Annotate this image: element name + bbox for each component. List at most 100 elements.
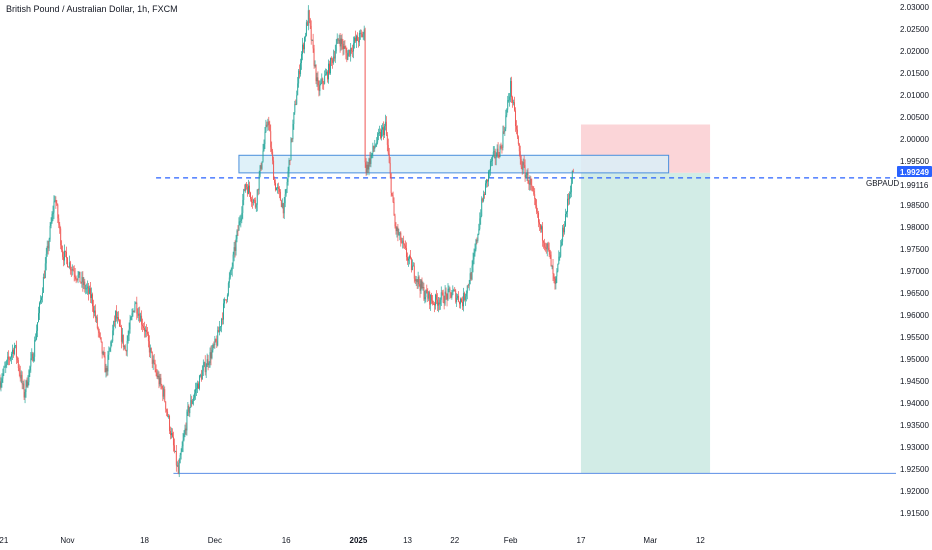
candle-body — [15, 345, 17, 358]
chart-title: British Pound / Australian Dollar, 1h, F… — [6, 4, 178, 14]
candle-body — [383, 126, 385, 136]
candle-body — [66, 251, 67, 258]
candle-body — [113, 321, 115, 331]
candle-body — [75, 277, 77, 279]
candle-body — [308, 10, 310, 19]
candle-body — [287, 171, 289, 183]
candle-body — [44, 263, 46, 278]
candle-body — [527, 172, 529, 184]
candle-body — [248, 185, 250, 194]
take-profit-zone[interactable] — [580, 172, 711, 474]
candle-body — [295, 103, 297, 105]
y-tick-label: 1.93000 — [900, 443, 929, 452]
candle-body — [211, 350, 213, 359]
candle-body — [30, 358, 32, 367]
candle-body — [257, 189, 259, 191]
candle-body — [114, 321, 116, 322]
candle-body — [233, 247, 235, 255]
candle-body — [254, 200, 256, 208]
candle-body — [213, 344, 215, 346]
candle-body — [196, 388, 197, 390]
candle-body — [102, 351, 104, 354]
candle-body — [116, 310, 118, 319]
candle-body — [130, 317, 132, 320]
candle-body — [432, 300, 434, 304]
candle-body — [540, 224, 541, 230]
candle-body — [251, 198, 252, 203]
y-tick-label: 2.02000 — [900, 47, 929, 56]
y-tick-label: 1.96000 — [900, 311, 929, 320]
candle-body — [471, 265, 473, 280]
candle-body — [356, 35, 358, 41]
candle-body — [510, 81, 512, 97]
candle-body — [476, 239, 478, 241]
candle-body — [127, 335, 129, 341]
candle-body — [101, 341, 103, 354]
candle-body — [466, 285, 468, 294]
candle-body — [479, 218, 481, 229]
candle-body — [273, 160, 275, 180]
candle-body — [517, 136, 519, 144]
candle-body — [394, 215, 396, 227]
candle-body — [190, 400, 192, 408]
candle-body — [170, 430, 171, 436]
candle-body — [227, 283, 229, 295]
candle-body — [430, 294, 432, 305]
candle-body — [167, 411, 169, 417]
resistance-zone[interactable] — [238, 154, 670, 174]
candle-body — [145, 329, 147, 332]
candle-body — [271, 147, 273, 152]
candle-body — [518, 143, 520, 152]
candle-body — [552, 265, 554, 275]
candle-body — [268, 121, 270, 125]
candle-body — [460, 298, 461, 305]
candle-body — [117, 317, 118, 319]
candle-body — [335, 43, 337, 52]
candle-body — [189, 407, 191, 414]
candle-body — [159, 377, 161, 385]
candle-body — [70, 269, 72, 271]
candle-body — [304, 35, 306, 38]
candle-body — [89, 288, 91, 294]
candle-body — [208, 363, 210, 365]
candle-body — [536, 205, 538, 212]
candle-body — [85, 288, 87, 290]
candle-body — [229, 270, 231, 278]
candle-body — [526, 172, 528, 175]
candle-body — [138, 313, 140, 316]
candle-body — [489, 161, 491, 171]
candle-body — [399, 232, 401, 235]
candle-body — [529, 178, 531, 185]
candle-body — [313, 48, 315, 66]
candle-body — [183, 434, 185, 440]
candle-body — [141, 315, 143, 325]
candle-body — [59, 224, 61, 229]
candle-body — [402, 240, 404, 243]
candle-body — [104, 356, 106, 373]
candle-body — [169, 416, 171, 431]
candle-body — [209, 352, 211, 364]
candle-body — [446, 294, 448, 300]
candle-body — [354, 37, 355, 44]
candle-body — [439, 299, 441, 305]
candle-body — [151, 351, 153, 364]
candle-body — [176, 465, 178, 466]
candle-body — [111, 341, 113, 343]
candle-body — [351, 47, 353, 52]
candle-body — [525, 174, 527, 178]
candle-body — [286, 182, 288, 190]
candle-body — [431, 294, 433, 301]
candle-body — [496, 148, 498, 157]
candle-body — [547, 243, 549, 248]
candle-body — [11, 353, 13, 358]
candle-body — [258, 175, 260, 191]
candle-body — [139, 313, 141, 322]
y-tick-label: 1.95000 — [900, 355, 929, 364]
candle-body — [522, 162, 524, 170]
candle-body — [184, 428, 186, 435]
candle-body — [61, 245, 63, 251]
candle-body — [16, 357, 18, 361]
candle-body — [515, 126, 517, 130]
candle-body — [438, 302, 440, 305]
